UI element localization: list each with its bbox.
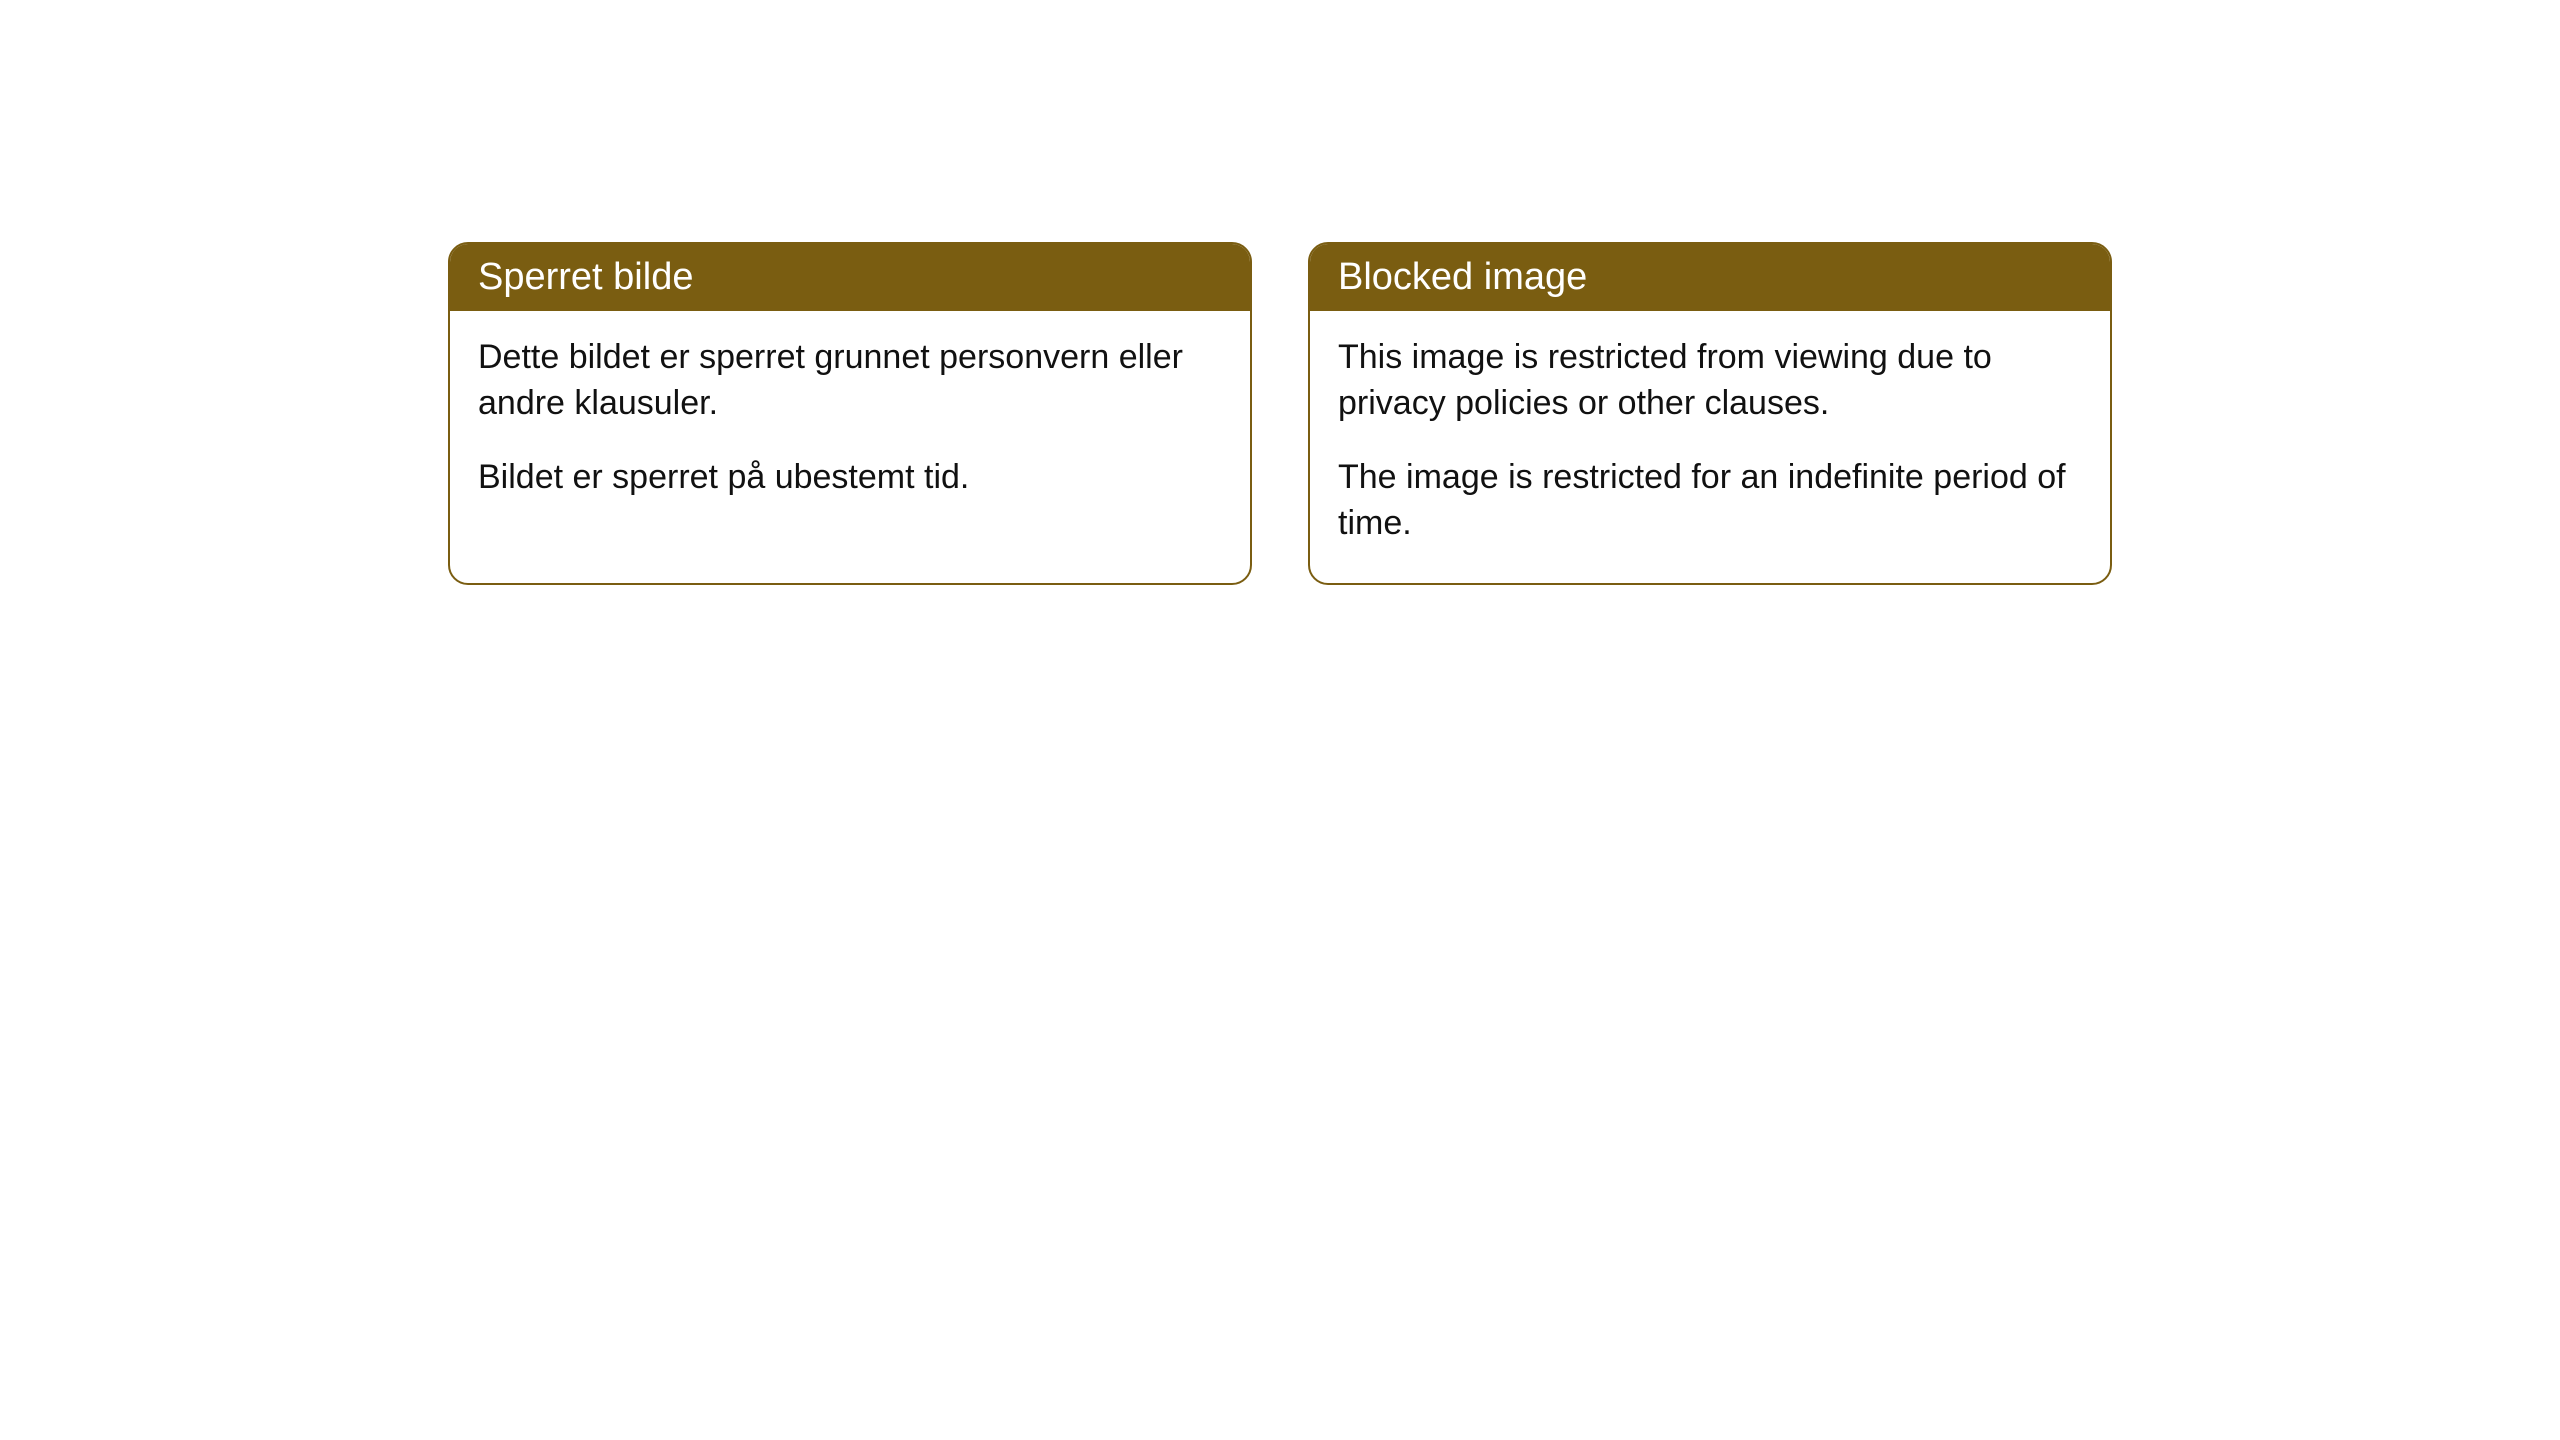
card-paragraph: Bildet er sperret på ubestemt tid. — [478, 455, 1222, 501]
card-paragraph: This image is restricted from viewing du… — [1338, 335, 2082, 427]
card-title: Blocked image — [1338, 256, 1587, 298]
card-body: This image is restricted from viewing du… — [1310, 311, 2110, 583]
card-paragraph: Dette bildet er sperret grunnet personve… — [478, 335, 1222, 427]
card-title: Sperret bilde — [478, 256, 693, 298]
card-paragraph: The image is restricted for an indefinit… — [1338, 455, 2082, 547]
card-header: Sperret bilde — [450, 244, 1250, 311]
notice-card-english: Blocked image This image is restricted f… — [1308, 242, 2112, 585]
card-body: Dette bildet er sperret grunnet personve… — [450, 311, 1250, 537]
notice-card-norwegian: Sperret bilde Dette bildet er sperret gr… — [448, 242, 1252, 585]
card-header: Blocked image — [1310, 244, 2110, 311]
card-container: Sperret bilde Dette bildet er sperret gr… — [448, 242, 2112, 585]
